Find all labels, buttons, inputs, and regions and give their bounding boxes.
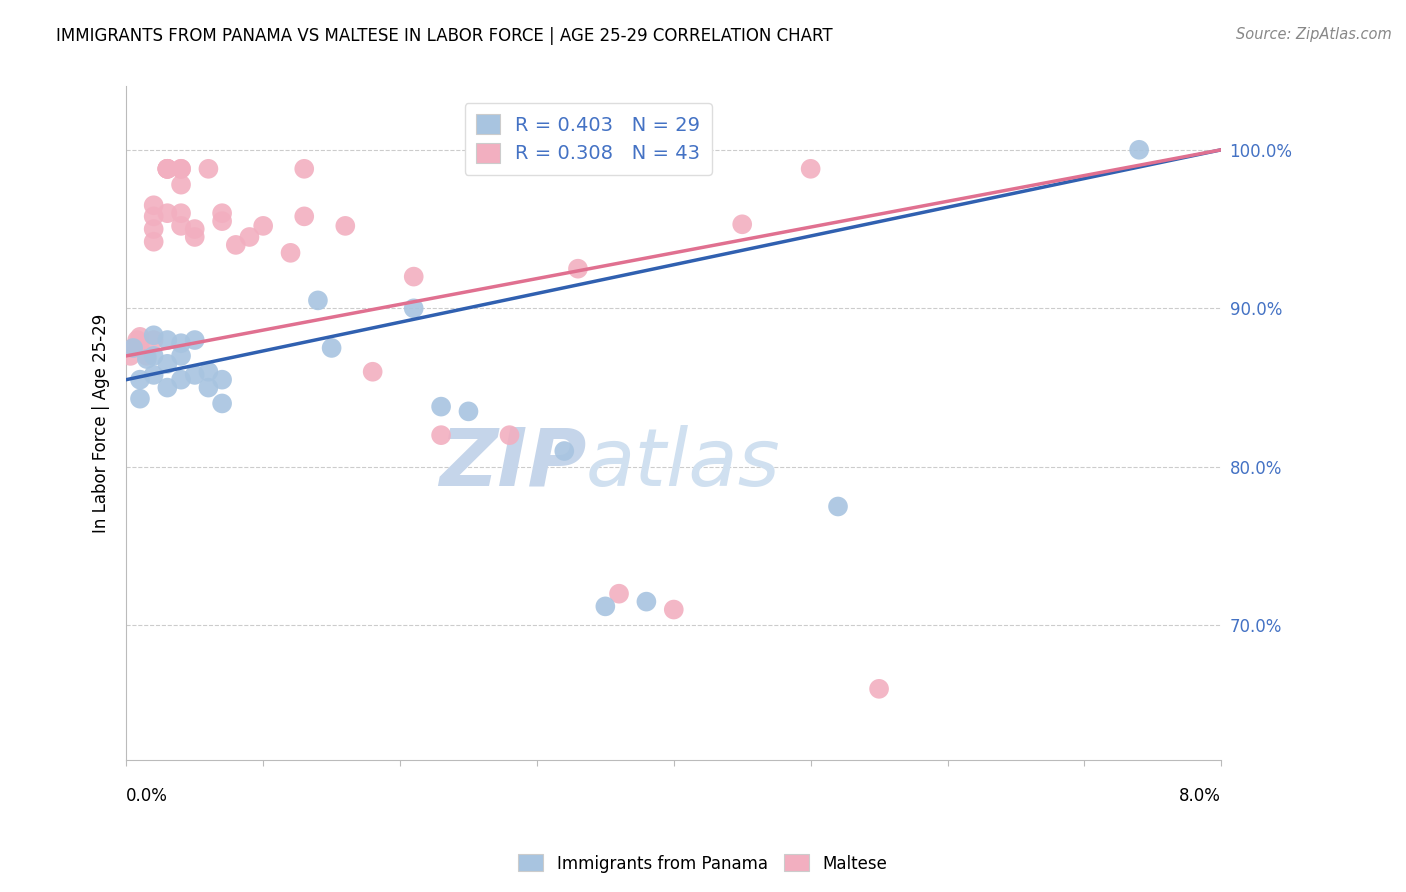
Point xyxy=(800,161,823,176)
Point xyxy=(170,336,193,351)
Point xyxy=(567,261,589,276)
Point xyxy=(127,333,149,347)
Point xyxy=(335,219,357,233)
Point xyxy=(170,349,193,363)
Text: ZIP: ZIP xyxy=(439,425,586,503)
Point xyxy=(156,381,179,395)
Point xyxy=(184,333,207,347)
Point xyxy=(156,333,179,347)
Point xyxy=(827,500,849,514)
Point xyxy=(280,245,302,260)
Point xyxy=(211,206,233,220)
Point xyxy=(142,210,165,224)
Point xyxy=(170,161,193,176)
Point xyxy=(731,217,754,231)
Point xyxy=(142,368,165,382)
Point xyxy=(129,330,152,344)
Point xyxy=(211,214,233,228)
Point xyxy=(184,222,207,236)
Point xyxy=(156,206,179,220)
Point xyxy=(402,301,425,316)
Point xyxy=(197,161,219,176)
Point xyxy=(430,428,453,442)
Point xyxy=(156,161,179,176)
Text: Source: ZipAtlas.com: Source: ZipAtlas.com xyxy=(1236,27,1392,42)
Point xyxy=(135,352,157,367)
Point xyxy=(211,373,233,387)
Y-axis label: In Labor Force | Age 25-29: In Labor Force | Age 25-29 xyxy=(93,314,110,533)
Point xyxy=(156,161,179,176)
Point xyxy=(307,293,329,308)
Point xyxy=(361,365,384,379)
Point xyxy=(225,238,247,252)
Point xyxy=(457,404,479,418)
Point xyxy=(129,373,152,387)
Text: atlas: atlas xyxy=(586,425,780,503)
Point xyxy=(607,587,630,601)
Legend: R = 0.403   N = 29, R = 0.308   N = 43: R = 0.403 N = 29, R = 0.308 N = 43 xyxy=(464,103,711,175)
Point xyxy=(292,161,315,176)
Point xyxy=(498,428,520,442)
Text: IMMIGRANTS FROM PANAMA VS MALTESE IN LABOR FORCE | AGE 25-29 CORRELATION CHART: IMMIGRANTS FROM PANAMA VS MALTESE IN LAB… xyxy=(56,27,832,45)
Point xyxy=(156,161,179,176)
Point xyxy=(135,349,157,363)
Point xyxy=(129,392,152,406)
Point xyxy=(142,349,165,363)
Point xyxy=(142,328,165,343)
Point xyxy=(156,161,179,176)
Point xyxy=(142,222,165,236)
Point xyxy=(170,206,193,220)
Point xyxy=(595,599,617,614)
Point xyxy=(120,349,142,363)
Point xyxy=(636,594,658,608)
Point xyxy=(129,336,152,351)
Text: 0.0%: 0.0% xyxy=(127,787,169,805)
Point xyxy=(553,444,575,458)
Point xyxy=(170,178,193,192)
Legend: Immigrants from Panama, Maltese: Immigrants from Panama, Maltese xyxy=(512,847,894,880)
Point xyxy=(122,341,145,355)
Point xyxy=(292,210,315,224)
Point xyxy=(170,373,193,387)
Point xyxy=(197,381,219,395)
Point xyxy=(142,235,165,249)
Point xyxy=(184,368,207,382)
Point xyxy=(142,333,165,347)
Point xyxy=(1128,143,1150,157)
Point xyxy=(868,681,890,696)
Point xyxy=(142,198,165,212)
Point xyxy=(402,269,425,284)
Point xyxy=(156,357,179,371)
Point xyxy=(184,230,207,244)
Point xyxy=(170,161,193,176)
Point xyxy=(197,365,219,379)
Point xyxy=(238,230,260,244)
Point xyxy=(170,219,193,233)
Point xyxy=(662,602,685,616)
Point xyxy=(321,341,343,355)
Point xyxy=(211,396,233,410)
Point xyxy=(122,341,145,355)
Point xyxy=(252,219,274,233)
Text: 8.0%: 8.0% xyxy=(1180,787,1222,805)
Point xyxy=(430,400,453,414)
